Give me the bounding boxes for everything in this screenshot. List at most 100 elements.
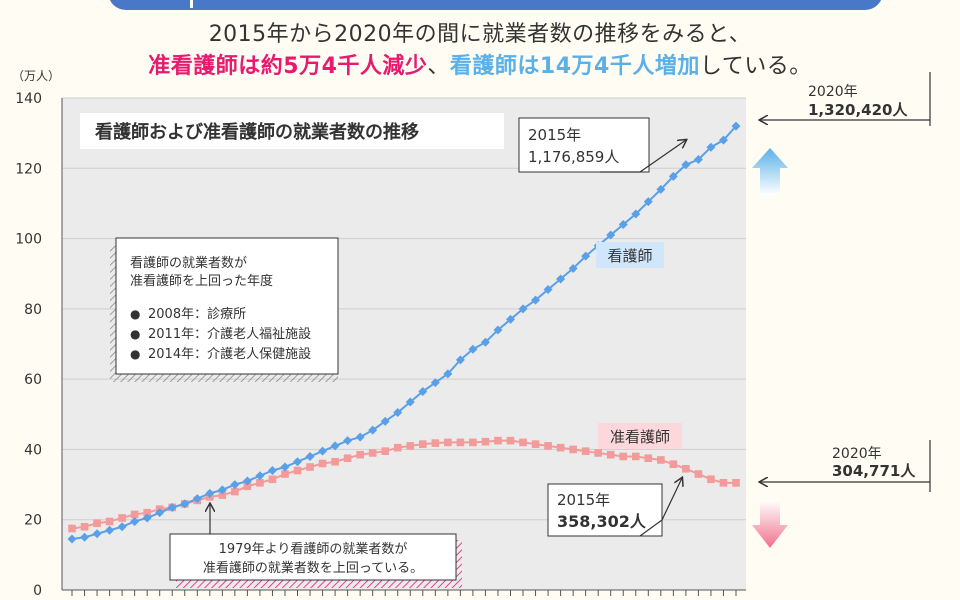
assistant-2015-year: 2015年 [557, 491, 610, 509]
data-point [230, 480, 240, 490]
data-point [167, 502, 177, 512]
info-item-1: 2008年：診療所 [148, 306, 246, 322]
data-point [531, 295, 541, 305]
data-point [80, 522, 89, 531]
data-point [130, 516, 140, 526]
chart-title: 看護師および准看護師の就業者数の推移 [94, 121, 419, 143]
data-point [681, 160, 691, 170]
data-point [456, 438, 465, 447]
assistant-label-box [598, 423, 682, 449]
data-point [418, 386, 428, 396]
chart-title-box [80, 113, 504, 149]
data-point [343, 454, 352, 463]
data-point [505, 314, 515, 324]
data-point [205, 488, 215, 498]
info-box [115, 237, 339, 375]
y-tick-label: 0 [33, 583, 42, 599]
data-point [192, 494, 202, 504]
nurse-2020-value: 1,320,420人 [808, 101, 908, 119]
data-point [381, 447, 390, 455]
data-point [305, 451, 315, 461]
info-bullet-1: ● [130, 307, 140, 321]
headline-comma: 、 [427, 54, 450, 79]
data-point [518, 304, 528, 314]
data-point [93, 519, 101, 528]
data-point [293, 466, 302, 475]
data-point [117, 522, 127, 532]
data-point [731, 121, 741, 131]
data-point [568, 263, 578, 273]
headline-nurse-increase: 看護師は14万4千人増加 [449, 54, 700, 79]
data-point [318, 446, 328, 456]
data-point [631, 209, 641, 219]
data-point [606, 230, 616, 240]
data-point [143, 508, 151, 517]
data-point [556, 274, 566, 284]
data-point [431, 439, 440, 447]
data-point [356, 450, 364, 459]
nurse-2015-value: 1,176,859人 [528, 148, 619, 166]
data-point [693, 155, 703, 164]
increase-arrow [752, 148, 788, 195]
data-point [606, 450, 615, 459]
y-tick-labels: 0 20 40 60 80 100 120 140 [15, 91, 42, 599]
data-point [668, 171, 678, 181]
data-point [218, 491, 227, 499]
nurse-label-box [596, 242, 664, 268]
y-tick-label: 120 [15, 161, 42, 177]
y-axis-unit-label: （万人） [12, 69, 60, 83]
headline-line-1: 2015年から2020年の間に就業者数の推移をみると、 [208, 22, 752, 47]
data-point [343, 436, 353, 446]
data-point [105, 517, 114, 526]
data-point [481, 437, 490, 446]
info-bullet-3: ● [130, 347, 140, 361]
data-point [418, 440, 427, 448]
data-point [217, 485, 227, 495]
data-point [569, 445, 577, 454]
series-nurse [67, 121, 741, 544]
decrease-arrow [752, 500, 788, 548]
data-point [393, 443, 402, 452]
data-point [506, 436, 515, 445]
data-point [643, 197, 653, 207]
data-point [430, 378, 440, 388]
assistant-series-label: 准看護師 [610, 428, 670, 446]
data-point [480, 337, 490, 347]
data-point [318, 459, 327, 468]
data-point [406, 442, 415, 450]
headline-assistant-decrease: 准看護師は約5万4千人減少 [148, 54, 428, 79]
data-point [155, 508, 165, 518]
y-tick-label: 80 [24, 302, 42, 318]
assistant-2015-callout-box [547, 483, 663, 537]
data-point [368, 425, 378, 435]
data-point [682, 464, 690, 473]
data-point [707, 475, 715, 484]
info-item-2: 2011年：介護老人福祉施設 [148, 326, 311, 342]
data-point [380, 416, 390, 426]
data-point [243, 482, 252, 491]
data-point [180, 499, 190, 509]
data-point [242, 476, 252, 486]
data-point [281, 470, 289, 478]
data-point [268, 475, 277, 484]
data-point [719, 479, 728, 487]
data-point [293, 457, 303, 467]
data-point [469, 438, 477, 447]
y-tick-label: 60 [24, 372, 42, 388]
nurse-series-label: 看護師 [607, 247, 652, 265]
headline-line-2: 准看護師は約5万4千人減少、看護師は14万4千人増加している。 [0, 48, 960, 80]
data-point [669, 460, 678, 468]
y-tick-label: 40 [24, 442, 42, 458]
data-point [556, 443, 565, 452]
data-point [368, 449, 377, 457]
y-tick-label: 20 [24, 513, 42, 529]
data-point [694, 470, 703, 478]
data-point [543, 285, 553, 295]
nurse-2020-year: 2020年 [808, 84, 858, 100]
data-point [618, 220, 628, 230]
data-point [468, 344, 478, 354]
data-point [255, 471, 265, 481]
x-ticks [71, 590, 737, 596]
data-point [493, 325, 503, 335]
